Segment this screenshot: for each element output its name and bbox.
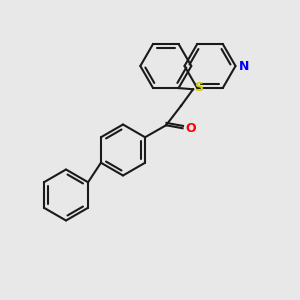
Text: N: N	[238, 59, 249, 73]
Text: O: O	[186, 122, 196, 135]
Text: S: S	[195, 81, 204, 94]
